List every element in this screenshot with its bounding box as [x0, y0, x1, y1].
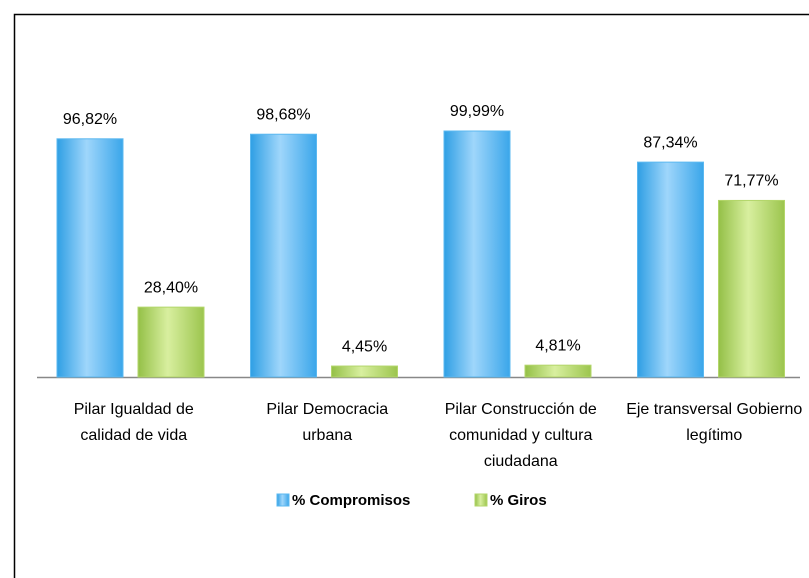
bar: [137, 306, 205, 378]
value-label: 96,82%: [63, 111, 117, 128]
frame: [13, 13, 809, 578]
value-label: 4,45%: [342, 338, 387, 355]
legend-label: % Giros: [490, 492, 547, 509]
bar: [250, 133, 317, 378]
bar: [637, 161, 704, 378]
value-label: 4,81%: [535, 337, 580, 354]
bar: [56, 138, 124, 378]
bar: [524, 364, 592, 378]
value-label: 99,99%: [450, 103, 504, 120]
value-label: 28,40%: [144, 279, 198, 296]
x-tick-label: Eje transversal Gobierno legítimo: [626, 401, 803, 444]
value-label: 87,34%: [643, 134, 697, 151]
legend-swatch: [474, 493, 488, 507]
bar: [718, 199, 785, 378]
value-label: 98,68%: [256, 106, 310, 123]
legend-label: % Compromisos: [292, 492, 410, 509]
bar: [443, 130, 511, 378]
value-label: 71,77%: [724, 173, 778, 190]
x-tick-label: Pilar Construcción de comunidad y cultur…: [444, 401, 597, 470]
legend-swatch: [276, 493, 290, 507]
x-tick-label: Pilar Igualdad de calidad de vida: [73, 401, 194, 444]
bar: [331, 365, 398, 378]
x-tick-label: Pilar Democracia urbana: [266, 401, 389, 444]
